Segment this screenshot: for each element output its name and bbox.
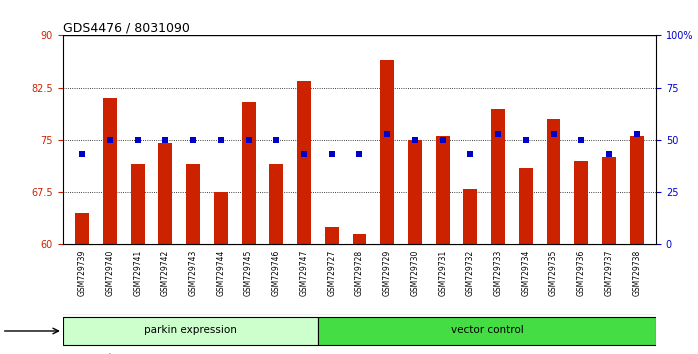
Bar xyxy=(297,81,311,244)
Text: GSM729745: GSM729745 xyxy=(244,250,253,296)
Text: GSM729747: GSM729747 xyxy=(299,250,309,296)
Bar xyxy=(408,140,422,244)
Text: GSM729730: GSM729730 xyxy=(410,250,419,296)
Bar xyxy=(436,136,450,244)
Text: GSM729733: GSM729733 xyxy=(493,250,503,296)
Text: GSM729743: GSM729743 xyxy=(188,250,198,296)
Bar xyxy=(214,192,228,244)
Text: GSM729746: GSM729746 xyxy=(272,250,281,296)
Bar xyxy=(103,98,117,244)
Text: GSM729740: GSM729740 xyxy=(105,250,114,296)
Text: count: count xyxy=(84,353,113,354)
Text: vector control: vector control xyxy=(451,325,524,335)
Bar xyxy=(519,168,533,244)
Bar xyxy=(574,161,588,244)
Text: GSM729736: GSM729736 xyxy=(577,250,586,296)
Bar xyxy=(242,102,255,244)
Bar xyxy=(491,108,505,244)
Bar xyxy=(158,143,172,244)
Bar xyxy=(63,317,318,346)
Bar xyxy=(547,119,560,244)
Bar xyxy=(186,164,200,244)
Bar xyxy=(463,189,477,244)
Text: parkin expression: parkin expression xyxy=(144,325,237,335)
Bar xyxy=(380,60,394,244)
Text: GSM729727: GSM729727 xyxy=(327,250,336,296)
Text: GSM729735: GSM729735 xyxy=(549,250,558,296)
Text: GSM729734: GSM729734 xyxy=(521,250,530,296)
Bar xyxy=(318,317,656,346)
Text: GSM729732: GSM729732 xyxy=(466,250,475,296)
Text: GSM729738: GSM729738 xyxy=(632,250,641,296)
Text: GSM729744: GSM729744 xyxy=(216,250,225,296)
Text: GSM729737: GSM729737 xyxy=(604,250,614,296)
Bar xyxy=(352,234,366,244)
Text: GDS4476 / 8031090: GDS4476 / 8031090 xyxy=(63,21,190,34)
Text: GSM729731: GSM729731 xyxy=(438,250,447,296)
Text: GSM729741: GSM729741 xyxy=(133,250,142,296)
Text: GSM729729: GSM729729 xyxy=(383,250,392,296)
Bar xyxy=(131,164,144,244)
Bar xyxy=(75,213,89,244)
Bar xyxy=(630,136,644,244)
Text: GSM729742: GSM729742 xyxy=(161,250,170,296)
Text: GSM729739: GSM729739 xyxy=(77,250,87,296)
Bar xyxy=(325,227,339,244)
Text: GSM729728: GSM729728 xyxy=(355,250,364,296)
Bar xyxy=(269,164,283,244)
Bar xyxy=(602,157,616,244)
